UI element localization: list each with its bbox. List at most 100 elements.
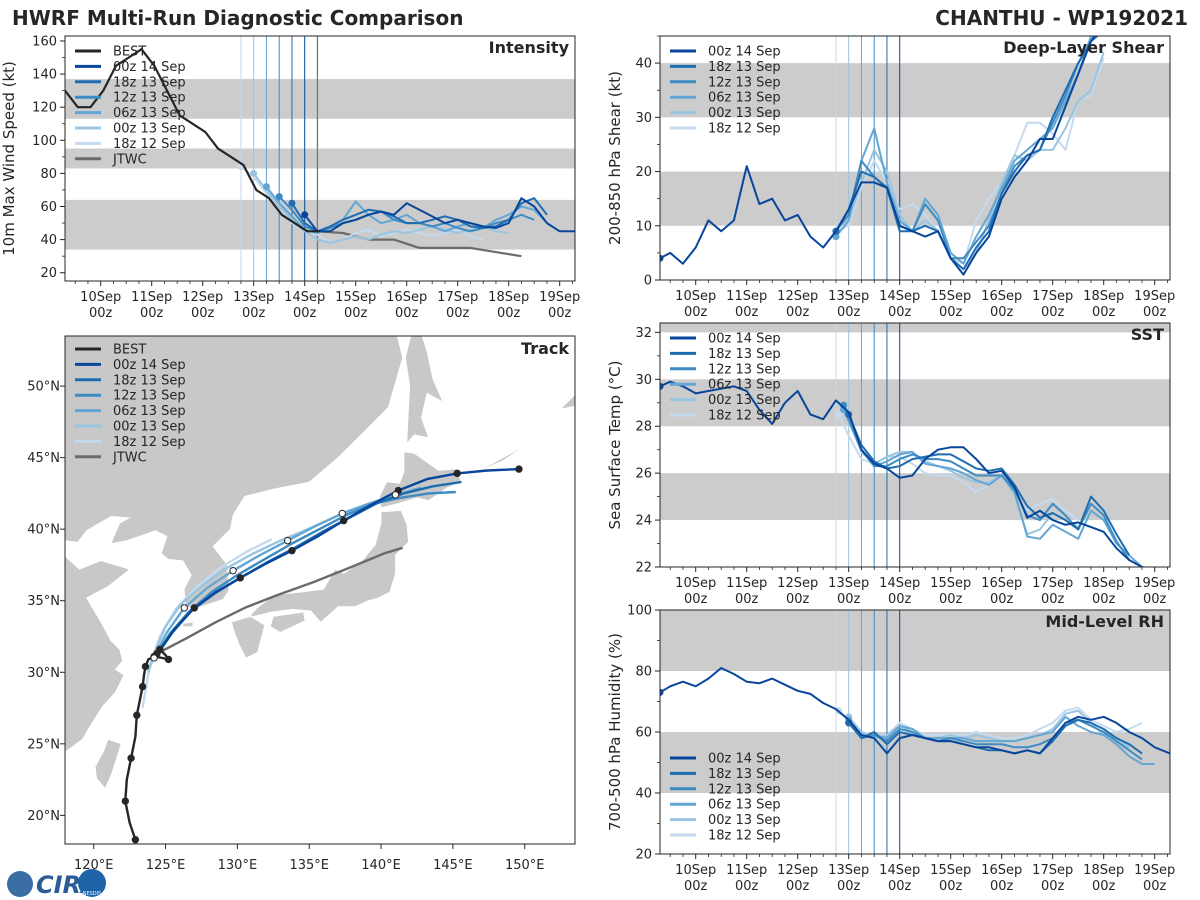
track-marker-00z-14-sep: [340, 516, 348, 525]
panel-title: Track: [521, 339, 569, 358]
y-tick-label: 80: [635, 665, 652, 680]
y-tick-label: 28: [635, 420, 652, 435]
x-tick-label: 19Sep: [1134, 289, 1175, 304]
track-marker-00z-14-sep: [515, 465, 523, 473]
x-tick-label: 00z: [140, 306, 164, 321]
x-tick-label: 00z: [939, 305, 963, 320]
x-tick-label: 15Sep: [335, 290, 376, 305]
series-start-marker-18z-13-sep: [288, 199, 296, 207]
legend-label-00z-13-sep: 00z 13 Sep: [708, 393, 781, 408]
y-tick-label: 120: [32, 101, 57, 116]
x-tick-label: 00z: [1143, 305, 1167, 320]
y-tick-label: 100: [627, 604, 652, 619]
x-tick-label: 18Sep: [1083, 576, 1124, 591]
shaded-band: [660, 63, 1170, 118]
x-tick-label: 00z: [786, 305, 810, 320]
x-tick-label: 17Sep: [1032, 576, 1073, 591]
track-marker-best: [127, 754, 135, 762]
x-tick-label: 12Sep: [777, 289, 818, 304]
x-tick-label: 00z: [89, 306, 113, 321]
y-tick-label: 40: [40, 233, 57, 248]
track-marker-best: [164, 655, 173, 664]
series-line-00z-14-sep: [660, 36, 1170, 276]
x-tick-label: 11Sep: [726, 289, 767, 304]
panel-mid-level-rh: 10Sep00z11Sep00z12Sep00z13Sep00z14Sep00z…: [606, 604, 1175, 895]
track-marker-06z-13-sep: [338, 509, 346, 518]
y-tick-label: 50°N: [27, 380, 60, 395]
series-start-marker-06z-13-sep: [262, 183, 270, 191]
legend-label-18z-13-sep: 18z 13 Sep: [113, 75, 186, 90]
x-tick-label: 10Sep: [675, 289, 716, 304]
panel-deep-layer-shear: 10Sep00z11Sep00z12Sep00z13Sep00z14Sep00z…: [606, 35, 1175, 320]
y-tick-label: 20: [635, 848, 652, 863]
series-line-18z-12-sep: [835, 57, 1105, 265]
x-tick-label: 00z: [939, 879, 963, 894]
y-tick-label: 100: [32, 134, 57, 149]
x-tick-label: 00z: [990, 592, 1014, 607]
land-shikoku: [270, 611, 306, 633]
y-tick-label: 32: [635, 326, 652, 341]
y-axis-label: 700-500 hPa Humidity (%): [606, 633, 624, 831]
y-tick-label: 60: [635, 726, 652, 741]
series-start-marker-18z-12-sep: [835, 411, 842, 418]
x-tick-label: 00z: [684, 305, 708, 320]
series-line-18z-13-sep: [847, 414, 1131, 556]
plot-frame: [659, 609, 1171, 855]
legend-label-06z-13-sep: 06z 13 Sep: [708, 798, 781, 813]
panel-title: Mid-Level RH: [1045, 612, 1164, 631]
land-sakhalin: [405, 336, 444, 445]
x-tick-label: 15Sep: [930, 863, 971, 878]
legend-label-12z-13-sep: 12z 13 Sep: [708, 782, 781, 797]
x-tick-label: 10Sep: [80, 290, 121, 305]
x-tick-label: 19Sep: [539, 290, 580, 305]
x-tick-label: 11Sep: [726, 576, 767, 591]
shaded-band: [65, 79, 575, 119]
x-tick-label: 16Sep: [981, 576, 1022, 591]
series-line-06z-13-sep: [847, 715, 1155, 765]
legend-label-18z-13-sep: 18z 13 Sep: [113, 373, 186, 388]
x-tick-label: 00z: [344, 306, 368, 321]
x-tick-label: 00z: [735, 879, 759, 894]
series-start-marker-00z-14-sep: [660, 254, 664, 262]
series-line-18z-13-sep: [835, 36, 1099, 271]
legend-label-jtwc: JTWC: [112, 152, 147, 167]
landmasses: [65, 336, 575, 789]
nesdis-badge-icon: [78, 869, 106, 897]
x-tick-label: 00z: [837, 879, 861, 894]
x-tick-label: 12Sep: [777, 576, 818, 591]
x-tick-label: 120°E: [74, 858, 114, 873]
x-tick-label: 19Sep: [1134, 576, 1175, 591]
x-tick-label: 11Sep: [726, 863, 767, 878]
x-tick-label: 140°E: [361, 858, 401, 873]
x-tick-label: 13Sep: [233, 290, 274, 305]
land-kamchatka-tip: [559, 394, 575, 410]
x-tick-label: 12Sep: [182, 290, 223, 305]
track-jtwc: [156, 546, 403, 655]
x-tick-label: 00z: [1092, 879, 1116, 894]
x-tick-label: 00z: [242, 306, 266, 321]
legend-label-06z-13-sep: 06z 13 Sep: [708, 378, 781, 393]
series-start-marker-00z-14-sep: [660, 688, 664, 696]
legend-label-18z-12-sep: 18z 12 Sep: [113, 435, 186, 450]
series-line-jtwc: [317, 230, 522, 258]
plot-frame: [64, 35, 576, 282]
legend-label-18z-12-sep: 18z 12 Sep: [708, 122, 781, 137]
x-tick-label: 00z: [786, 879, 810, 894]
series-line-12z-13-sep: [847, 718, 1143, 761]
track-marker-00z-14-sep: [288, 546, 296, 555]
series-line-00z-13-sep: [835, 51, 1105, 271]
y-axis-label: 200-850 hPa Shear (kt): [606, 71, 624, 245]
shaded-band: [660, 171, 1170, 226]
series-line-18z-13-sep: [291, 197, 548, 233]
x-tick-label: 00z: [497, 306, 521, 321]
legend-label-06z-13-sep: 06z 13 Sep: [708, 91, 781, 106]
x-tick-label: 00z: [395, 306, 419, 321]
x-tick-label: 12Sep: [777, 863, 818, 878]
legend-label-06z-13-sep: 06z 13 Sep: [113, 404, 186, 419]
series-line-00z-14-sep: [660, 380, 1145, 567]
y-tick-label: 40°N: [27, 523, 60, 538]
series-line-18z-13-sep: [847, 718, 1143, 755]
x-tick-label: 00z: [684, 592, 708, 607]
x-tick-label: 16Sep: [386, 290, 427, 305]
